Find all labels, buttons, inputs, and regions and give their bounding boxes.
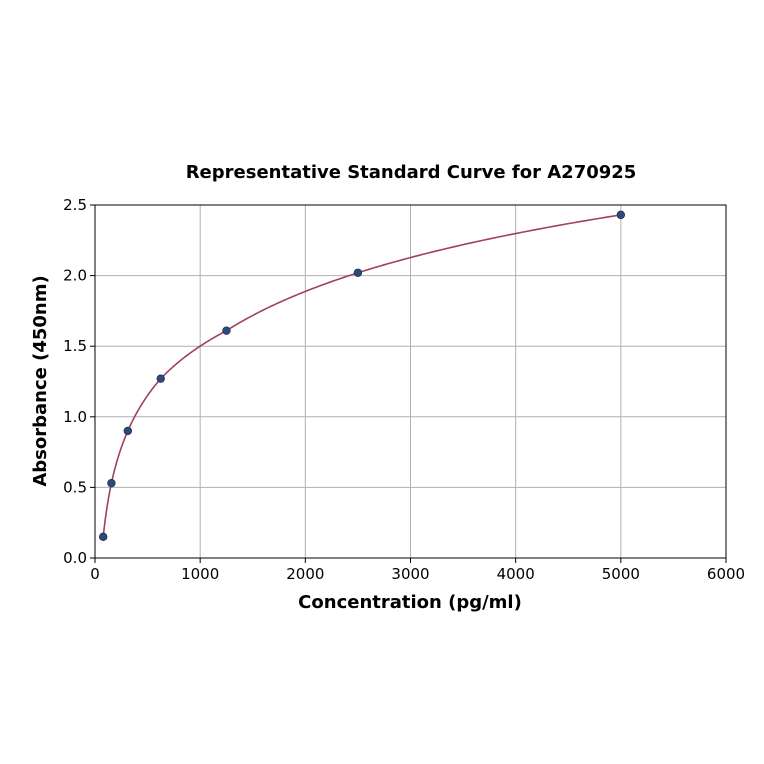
x-tick-label: 1000 <box>181 565 219 583</box>
y-tick-label: 2.0 <box>63 267 87 285</box>
data-point <box>107 478 116 488</box>
axis-ticks: 0 1000 2000 3000 4000 5000 6000 0.0 0.5 1.0 1.5 2.0… <box>63 196 745 583</box>
y-tick-label: 2.5 <box>63 196 87 214</box>
chart-title: Representative Standard Curve for A27092… <box>186 162 637 183</box>
x-tick-label: 5000 <box>602 565 640 583</box>
fit-curve <box>102 214 621 537</box>
y-tick-label: 1.5 <box>63 337 87 355</box>
x-tick-label: 0 <box>90 565 100 583</box>
fit-curve-layer <box>102 214 621 537</box>
data-points <box>99 210 626 542</box>
data-point <box>156 374 165 383</box>
y-tick-label: 1.0 <box>63 408 87 426</box>
data-point <box>616 210 626 220</box>
y-axis-label: Absorbance (450nm) <box>30 275 51 486</box>
x-tick-label: 4000 <box>497 565 535 583</box>
x-tick-label: 2000 <box>286 565 324 583</box>
x-tick-label: 6000 <box>707 565 745 583</box>
x-axis-label: Concentration (pg/ml) <box>298 592 522 613</box>
data-point <box>353 268 363 277</box>
data-point <box>222 326 231 335</box>
y-tick-label: 0.5 <box>63 478 87 496</box>
data-point <box>99 532 108 542</box>
data-point <box>123 426 133 436</box>
x-tick-label: 3000 <box>391 565 429 583</box>
y-tick-label: 0.0 <box>63 549 87 567</box>
